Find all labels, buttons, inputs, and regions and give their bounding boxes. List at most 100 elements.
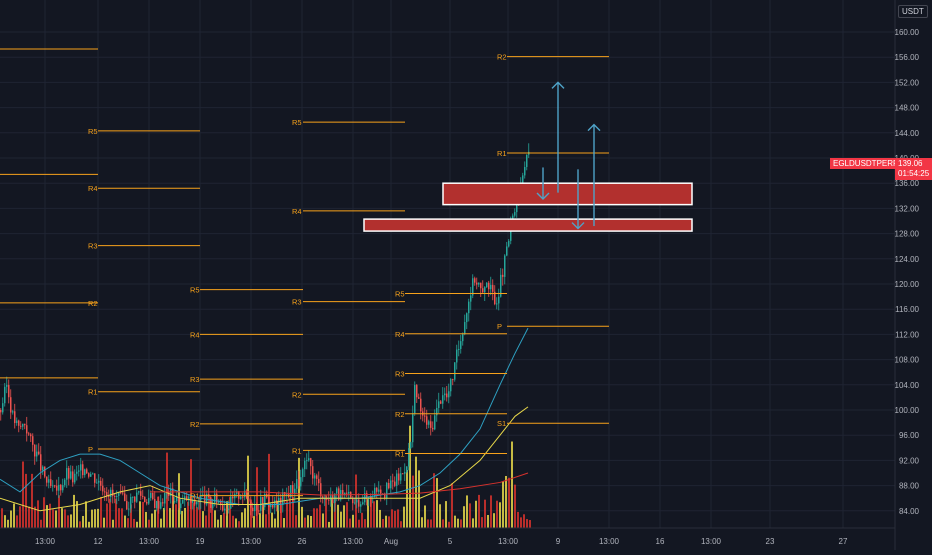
volume-bar (295, 515, 297, 528)
candle-body (120, 492, 122, 494)
time-axis-tick-label: 9 (556, 537, 561, 546)
candle-body (440, 401, 442, 404)
candle-body (90, 474, 92, 477)
volume-bar (43, 497, 45, 528)
volume-bar (382, 519, 384, 528)
volume-bar (520, 517, 522, 528)
candle-body (134, 496, 136, 502)
candle-body (494, 291, 496, 305)
volume-bar (466, 495, 468, 528)
candle-body (164, 492, 166, 504)
candle-body (452, 379, 454, 381)
candle-body (50, 479, 52, 486)
volume-bar (76, 501, 78, 528)
candle-body (418, 397, 420, 399)
volume-bar (37, 500, 39, 528)
candle-body (402, 473, 404, 475)
volume-bar (52, 509, 54, 528)
volume-bar (358, 519, 360, 528)
candle-body (322, 496, 324, 499)
candle-body (462, 334, 464, 342)
candle-body (412, 413, 414, 443)
candle-body (486, 282, 488, 288)
candle-body (386, 482, 388, 499)
candle-body (216, 493, 218, 503)
pivot-label: R2 (88, 299, 98, 308)
candle-body (356, 499, 358, 503)
time-axis-tick-label: 13:00 (139, 537, 160, 546)
volume-bar (175, 504, 177, 528)
candle-body (354, 502, 356, 504)
volume-bar (268, 453, 270, 528)
candle-body (374, 487, 376, 498)
candle-body (464, 322, 466, 335)
candle-body (40, 454, 42, 471)
candle-body (490, 284, 492, 290)
candle-body (158, 500, 160, 509)
volume-bar (244, 508, 246, 528)
candle-body (376, 487, 378, 492)
pivot-label: P (497, 322, 502, 331)
pivot-label: R3 (292, 298, 302, 307)
price-axis-tick-label: 100.00 (895, 406, 920, 415)
volume-bar (28, 506, 30, 528)
volume-bar (289, 497, 291, 528)
candle-body (480, 282, 482, 289)
candle-body (492, 284, 494, 292)
candle-body (302, 469, 304, 478)
volume-bar (130, 504, 132, 528)
price-axis-tick-label: 136.00 (895, 179, 920, 188)
volume-bar (211, 498, 213, 528)
volume-bar (238, 521, 240, 528)
volume-bar (196, 507, 198, 528)
volume-bar (82, 515, 84, 528)
candle-body (176, 496, 178, 502)
currency-label[interactable]: USDT (898, 5, 928, 18)
candle-body (484, 287, 486, 293)
volume-bar (352, 514, 354, 528)
candle-body (0, 410, 2, 413)
volume-bar (115, 498, 117, 528)
volume-bar (79, 521, 81, 528)
candle-body (330, 494, 332, 501)
candle-body (168, 492, 170, 496)
volume-bar (367, 499, 369, 528)
volume-bar (70, 514, 72, 528)
time-axis-tick-label: 23 (766, 537, 775, 546)
candle-body (240, 496, 242, 499)
time-axis-tick-label: 19 (196, 537, 205, 546)
volume-bar (112, 519, 114, 528)
last-price-value: 139.06 (898, 159, 923, 168)
candle-body (308, 458, 310, 461)
candle-body (228, 508, 230, 510)
volume-bar (169, 508, 171, 528)
candle-body (104, 491, 106, 493)
candle-body (38, 451, 40, 455)
volume-bar (61, 508, 63, 528)
arrow-up (587, 123, 601, 227)
volume-bar (349, 518, 351, 528)
volume-bar (25, 473, 27, 528)
candle-body (352, 497, 354, 504)
volume-bar (184, 507, 186, 528)
volume-bar (205, 515, 207, 528)
volume-bar (337, 504, 339, 528)
candle-body (30, 434, 32, 437)
volume-bar (214, 510, 216, 528)
candle-body (508, 240, 510, 247)
price-axis-tick-label: 112.00 (895, 330, 919, 339)
price-axis-tick-label: 148.00 (895, 104, 920, 113)
volume-bar (397, 509, 399, 528)
candle-body (296, 479, 298, 489)
candle-body (290, 485, 292, 498)
pivot-label: R1 (497, 149, 507, 158)
candle-body (116, 496, 118, 498)
volume-bar (415, 456, 417, 528)
volume-bar (451, 483, 453, 528)
candle-body (180, 503, 182, 509)
candle-body (314, 475, 316, 479)
volume-bar (157, 496, 159, 528)
price-axis-tick-label: 156.00 (895, 53, 920, 62)
candle-body (10, 397, 12, 413)
